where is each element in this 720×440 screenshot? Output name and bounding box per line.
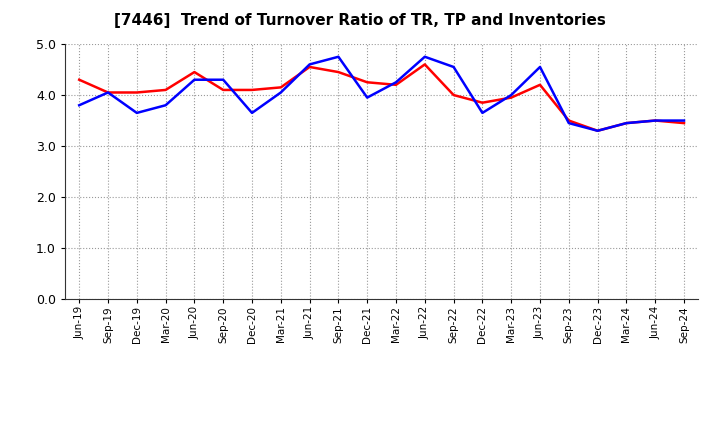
Trade Receivables	[104, 90, 112, 95]
Legend: Trade Receivables, Trade Payables, Inventories: Trade Receivables, Trade Payables, Inven…	[157, 438, 606, 440]
Trade Receivables	[219, 87, 228, 92]
Trade Payables	[248, 110, 256, 116]
Trade Receivables	[593, 128, 602, 133]
Trade Payables	[276, 90, 285, 95]
Trade Payables	[593, 128, 602, 133]
Trade Payables	[651, 118, 660, 123]
Trade Payables	[478, 110, 487, 116]
Trade Receivables	[622, 121, 631, 126]
Trade Payables	[622, 121, 631, 126]
Text: [7446]  Trend of Turnover Ratio of TR, TP and Inventories: [7446] Trend of Turnover Ratio of TR, TP…	[114, 13, 606, 28]
Trade Receivables	[75, 77, 84, 82]
Trade Receivables	[363, 80, 372, 85]
Trade Payables	[564, 121, 573, 126]
Trade Receivables	[507, 95, 516, 100]
Trade Payables	[132, 110, 141, 116]
Trade Payables	[680, 118, 688, 123]
Trade Receivables	[478, 100, 487, 105]
Trade Receivables	[564, 118, 573, 123]
Trade Payables	[219, 77, 228, 82]
Trade Payables	[449, 64, 458, 70]
Trade Receivables	[392, 82, 400, 88]
Trade Payables	[161, 103, 170, 108]
Trade Receivables	[248, 87, 256, 92]
Trade Payables	[104, 90, 112, 95]
Trade Receivables	[536, 82, 544, 88]
Trade Receivables	[132, 90, 141, 95]
Line: Trade Receivables: Trade Receivables	[79, 64, 684, 131]
Trade Payables	[507, 92, 516, 98]
Trade Receivables	[305, 64, 314, 70]
Trade Payables	[334, 54, 343, 59]
Trade Payables	[305, 62, 314, 67]
Trade Receivables	[420, 62, 429, 67]
Trade Payables	[420, 54, 429, 59]
Line: Trade Payables: Trade Payables	[79, 57, 684, 131]
Trade Receivables	[190, 70, 199, 75]
Trade Receivables	[651, 118, 660, 123]
Trade Receivables	[449, 92, 458, 98]
Trade Receivables	[276, 85, 285, 90]
Trade Receivables	[161, 87, 170, 92]
Trade Payables	[536, 64, 544, 70]
Trade Payables	[363, 95, 372, 100]
Trade Payables	[190, 77, 199, 82]
Trade Payables	[392, 80, 400, 85]
Trade Receivables	[680, 121, 688, 126]
Trade Payables	[75, 103, 84, 108]
Trade Receivables	[334, 70, 343, 75]
